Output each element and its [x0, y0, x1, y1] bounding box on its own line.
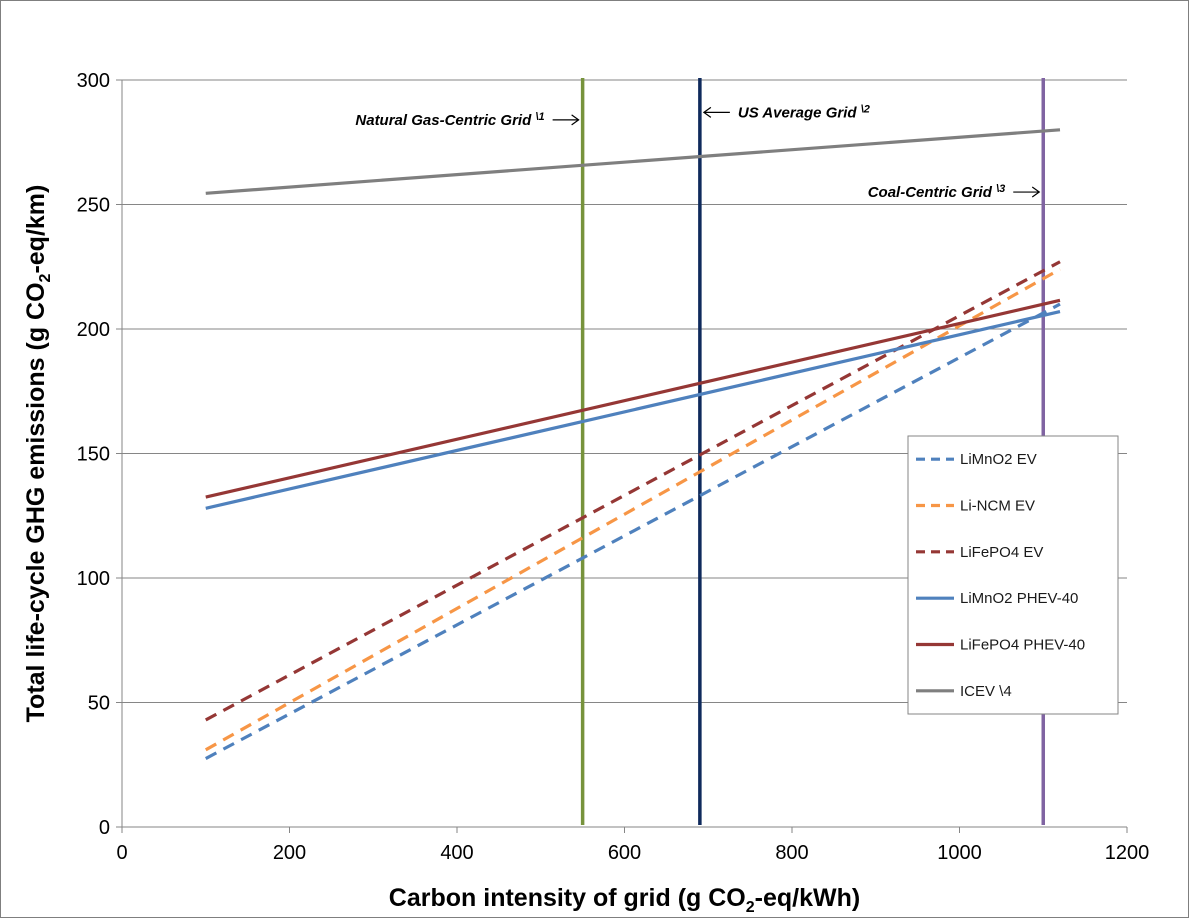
arrow-head-icon — [1031, 186, 1041, 198]
legend-label: LiFePO4 PHEV-40 — [960, 637, 1085, 654]
x-tick-label: 600 — [608, 842, 641, 864]
legend-box — [907, 435, 1119, 715]
x-tick-label: 800 — [775, 842, 808, 864]
y-tick-label: 200 — [77, 319, 110, 341]
axes: 0 50 100 150 200 250 300 0 200 400 600 800 1000 1200 — [77, 70, 1150, 864]
x-axis-title: Carbon intensity of grid (g CO2-eq/kWh) — [389, 884, 860, 916]
x-tick-label: 0 — [116, 842, 127, 864]
reference-label: Coal-Centric Grid \3 — [868, 183, 1006, 201]
reference-label: Natural Gas-Centric Grid \1 — [355, 111, 544, 129]
y-axis-title: Total life-cycle GHG emissions (g CO2-eq… — [22, 185, 54, 723]
x-tick-label: 400 — [440, 842, 473, 864]
legend: LiMnO2 EV Li-NCM EV LiFePO4 EV LiMnO2 PHEV-… — [907, 435, 1119, 715]
annotations: Natural Gas-Centric Grid \1 US Average Gr… — [355, 103, 1041, 201]
legend-label: ICEV \4 — [960, 683, 1012, 700]
y-tick-label: 0 — [99, 817, 110, 839]
y-tick-label: 100 — [77, 568, 110, 590]
series-lines — [204, 128, 1061, 760]
x-tick-label: 200 — [273, 842, 306, 864]
reference-label: US Average Grid \2 — [738, 103, 870, 121]
series-line — [204, 267, 1061, 752]
legend-label: LiFePO4 EV — [960, 544, 1043, 561]
series-line — [204, 260, 1061, 722]
arrow-head-icon — [702, 106, 712, 118]
legend-label: LiMnO2 PHEV-40 — [960, 590, 1078, 607]
y-tick-label: 300 — [77, 70, 110, 92]
series-line — [204, 302, 1061, 760]
series-line — [205, 128, 1061, 195]
y-tick-label: 250 — [77, 195, 110, 217]
x-tick-label: 1200 — [1105, 842, 1150, 864]
legend-label: Li-NCM EV — [960, 498, 1035, 515]
y-tick-label: 50 — [88, 693, 110, 715]
series-line — [205, 310, 1061, 510]
arrow-head-icon — [571, 114, 580, 126]
x-tick-label: 1000 — [937, 842, 982, 864]
y-tick-label: 150 — [77, 444, 110, 466]
series-line — [205, 298, 1061, 499]
legend-label: LiMnO2 EV — [960, 451, 1037, 468]
